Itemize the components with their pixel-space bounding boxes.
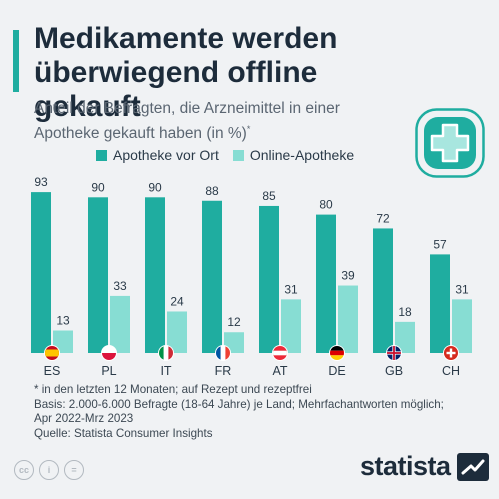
flag-de-icon: [330, 346, 344, 360]
data-label-online-gb: 18: [398, 305, 412, 319]
bar-online-it: [167, 311, 187, 353]
data-label-online-es: 13: [56, 314, 70, 328]
data-label-online-it: 24: [170, 294, 184, 308]
flag-ch-icon: [444, 346, 458, 360]
subtitle-text: Anteil der Befragten, die Arzneimittel i…: [34, 100, 340, 143]
bar-store-fr: [202, 200, 222, 353]
by-icon[interactable]: i: [39, 460, 59, 480]
accent-bar: [13, 30, 19, 92]
data-label-online-fr: 12: [227, 315, 241, 329]
category-label-at: AT: [272, 364, 287, 378]
bar-online-at: [281, 299, 301, 353]
footnotes: * in den letzten 12 Monaten; auf Rezept …: [34, 383, 484, 441]
bar-online-gb: [395, 321, 415, 353]
data-label-store-it: 90: [148, 180, 162, 194]
category-label-it: IT: [160, 364, 171, 378]
footnote-note: * in den letzten 12 Monaten; auf Rezept …: [34, 383, 312, 396]
data-label-store-pl: 90: [91, 180, 105, 194]
category-label-pl: PL: [101, 364, 116, 378]
footnote-source: Quelle: Statista Consumer Insights: [34, 426, 213, 440]
flag-at-icon: [273, 346, 287, 360]
data-label-online-at: 31: [284, 282, 298, 296]
brand-name: statista: [360, 451, 451, 481]
category-label-gb: GB: [385, 364, 403, 378]
legend-label-store: Apotheke vor Ort: [113, 147, 219, 163]
cc-icon[interactable]: cc: [14, 460, 34, 480]
bar-store-ch: [430, 254, 450, 353]
legend-item-online: Online-Apotheke: [232, 147, 355, 163]
legend-label-online: Online-Apotheke: [249, 147, 355, 163]
data-label-store-de: 80: [319, 198, 333, 212]
data-label-store-es: 93: [34, 175, 48, 189]
bar-store-it: [145, 197, 165, 353]
data-label-store-at: 85: [262, 189, 276, 203]
statista-logo-icon: [456, 452, 489, 481]
bar-online-pl: [110, 295, 130, 353]
statista-brand[interactable]: statista: [360, 451, 489, 482]
category-label-es: ES: [44, 364, 61, 378]
flag-pl-icon: [102, 346, 116, 360]
data-label-store-gb: 72: [376, 211, 390, 225]
legend-swatch-store: [96, 149, 107, 161]
data-label-online-ch: 31: [455, 282, 469, 296]
footnote-basis-line1: Basis: 2.000-6.000 Befragte (18-64 Jahre…: [34, 397, 444, 411]
category-label-de: DE: [328, 364, 345, 378]
bar-store-at: [259, 205, 279, 353]
flag-fr-icon: [216, 346, 230, 360]
bar-store-es: [31, 192, 51, 353]
bar-chart: 93 13 ES 90 33 PL 90 24 IT 88 12 FR 85 31 AT 80 39 DE 72 18…: [31, 175, 472, 378]
bar-online-de: [338, 285, 358, 353]
data-label-store-ch: 57: [433, 237, 447, 251]
bar-store-gb: [373, 228, 393, 353]
bar-store-de: [316, 214, 336, 353]
category-label-ch: CH: [442, 364, 460, 378]
category-label-fr: FR: [215, 364, 232, 378]
chart-subtitle: Anteil der Befragten, die Arzneimittel i…: [34, 99, 404, 144]
footnote-basis-line2: Apr 2022-Mrz 2023: [34, 412, 134, 426]
bar-store-pl: [88, 197, 108, 353]
license-icons: cc i =: [14, 460, 84, 480]
legend-swatch-online: [232, 149, 244, 161]
chart-title: Medikamente werden überwiegend offline g…: [34, 22, 338, 123]
chart-legend: Apotheke vor Ort Online-Apotheke: [96, 147, 354, 163]
data-label-online-pl: 33: [113, 279, 127, 293]
legend-item-store: Apotheke vor Ort: [96, 147, 219, 163]
flag-gb-icon: [387, 346, 401, 360]
pharmacy-cross-icon: [415, 108, 485, 178]
flag-es-icon: [45, 346, 59, 360]
data-label-store-fr: 88: [205, 184, 219, 198]
bar-online-ch: [452, 299, 472, 353]
nd-icon[interactable]: =: [64, 460, 84, 480]
data-label-online-de: 39: [341, 269, 355, 283]
bar-online-es: [53, 330, 73, 353]
subtitle-footnote-mark: *: [246, 124, 251, 134]
flag-it-icon: [159, 346, 173, 360]
